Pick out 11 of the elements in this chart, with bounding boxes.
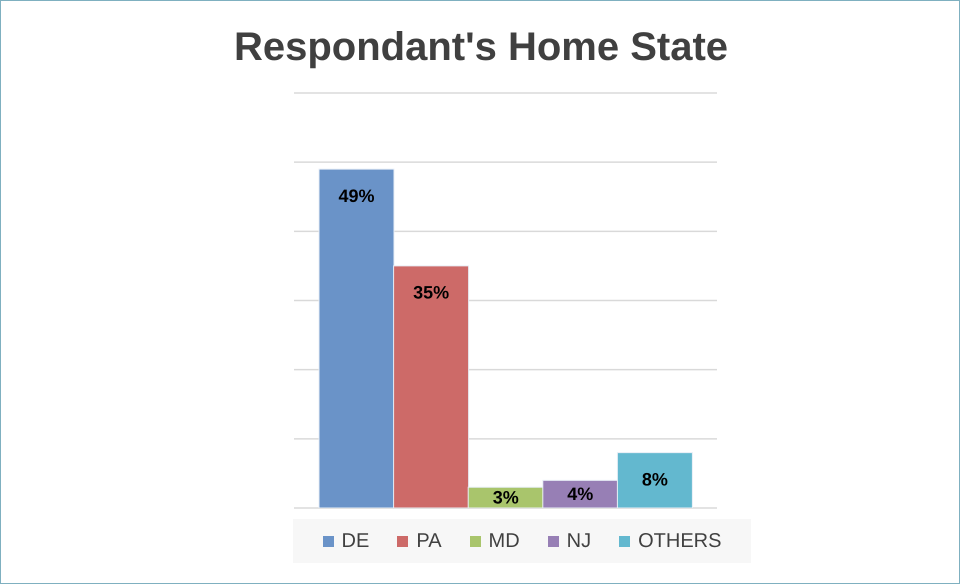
- legend-label: PA: [416, 530, 442, 552]
- legend-label: OTHERS: [638, 530, 722, 552]
- data-label: 35%: [413, 282, 450, 303]
- data-label: 4%: [567, 484, 594, 504]
- legend-label: DE: [342, 530, 370, 552]
- data-label: 49%: [338, 186, 375, 206]
- data-label: 3%: [492, 487, 519, 508]
- chart-title: Respondant's Home State: [232, 25, 730, 70]
- data-label: 8%: [642, 469, 668, 490]
- legend-label: MD: [488, 530, 520, 552]
- legend-label: NJ: [566, 530, 592, 552]
